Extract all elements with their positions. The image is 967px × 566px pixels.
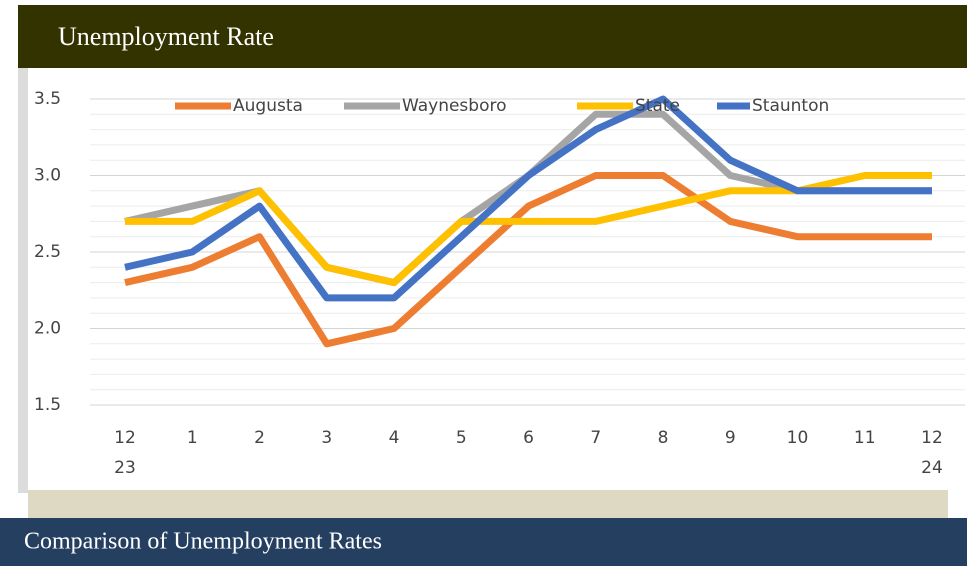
- footer-bar: [0, 518, 967, 566]
- x-tick-label: 6: [523, 428, 534, 448]
- panel-border: [18, 68, 28, 493]
- legend-label: State: [635, 96, 680, 116]
- header-title: Unemployment Rate: [58, 22, 274, 51]
- header-bar: [18, 5, 967, 68]
- x-tick-label: 8: [658, 428, 669, 448]
- y-tick-label: 1.5: [34, 395, 61, 415]
- x-tick-label: 12 24: [921, 428, 943, 478]
- x-tick-label: 12 23: [114, 428, 136, 478]
- series-line: [124, 95, 932, 302]
- x-tick-label: 10: [787, 428, 809, 448]
- x-tick-label: 3: [321, 428, 332, 448]
- x-tick-label: 1: [187, 428, 198, 448]
- x-tick-label: 7: [590, 428, 601, 448]
- legend-label: Staunton: [752, 96, 829, 116]
- series-line: [124, 172, 932, 348]
- y-tick-label: 3.0: [34, 166, 61, 186]
- y-tick-label: 3.5: [34, 89, 61, 109]
- x-tick-label: 4: [389, 428, 400, 448]
- x-tick-label: 2: [254, 428, 265, 448]
- panel-band: [28, 490, 948, 518]
- x-tick-label: 5: [456, 428, 467, 448]
- x-tick-label: 11: [854, 428, 876, 448]
- footer-title: Comparison of Unemployment Rates: [24, 529, 382, 555]
- plot: 1.5 2.0 2.5 3.0 3.5 12 23 1 2 3 4 5 6 7 8 9 10 11 12 24 Augu…: [34, 89, 965, 478]
- y-tick-label: 2.0: [34, 319, 61, 339]
- legend-label: Waynesboro: [402, 96, 507, 116]
- y-tick-label: 2.5: [34, 242, 61, 262]
- x-tick-label: 9: [725, 428, 736, 448]
- legend-label: Augusta: [233, 96, 303, 116]
